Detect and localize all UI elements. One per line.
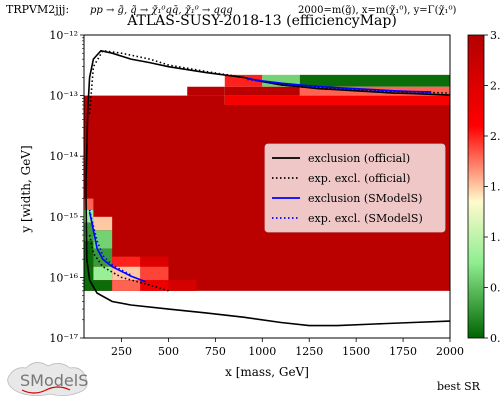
- heatmap-cell: [299, 74, 450, 87]
- legend-label: exp. excl. (official): [308, 172, 410, 185]
- colorbar: 0. 0. 1. 1. 2. 2. 3.: [467, 29, 500, 345]
- x-axis-ticks: 250 500 750 1000 1250 1500 1750 2000: [111, 338, 464, 358]
- x-tick-label: 1250: [295, 345, 323, 358]
- logo-text: SModelS: [20, 371, 88, 390]
- legend-label: exp. excl. (SModelS): [308, 212, 423, 225]
- heatmap-cell: [168, 280, 197, 291]
- heatmap-cell: [112, 280, 141, 291]
- heatmap-cell: [84, 95, 225, 105]
- heatmap-cell: [224, 95, 450, 105]
- mass-info-label: 2000=m(g̃), x=m(χ̃₁⁰), y=Γ(χ̃₁⁰): [298, 5, 457, 16]
- colorbar-tick-label: 2.: [490, 80, 500, 93]
- colorbar-ticks: 0. 0. 1. 1. 2. 2. 3.: [484, 29, 500, 345]
- y-axis-ticks: 10⁻¹⁷ 10⁻¹⁶ 10⁻¹⁵ 10⁻¹⁴ 10⁻¹³ 10⁻¹²: [49, 29, 84, 345]
- heatmap-cell: [224, 86, 300, 96]
- heatmap-cell: [84, 209, 94, 223]
- colorbar-tick-label: 0.: [490, 282, 500, 295]
- y-axis-label: y [width, GeV]: [19, 145, 33, 233]
- logo-red-swoosh: [21, 386, 71, 394]
- heatmap-cell: [84, 222, 94, 241]
- colorbar-tick-label: 1.: [490, 181, 500, 194]
- official-expected-exclusion-line: [88, 234, 169, 292]
- colorbar-tick-label: 3.: [490, 29, 500, 42]
- y-tick-label: 10⁻¹⁷: [49, 332, 78, 345]
- smodels-logo: SModelS: [7, 362, 88, 396]
- official-expected-exclusion-line: [88, 49, 451, 114]
- legend-label: exclusion (official): [308, 152, 410, 165]
- logo-cloud-shape: [7, 362, 88, 396]
- x-tick-label: 500: [158, 345, 179, 358]
- heatmap-cell: [140, 266, 169, 281]
- y-tick-label: 10⁻¹⁶: [49, 271, 78, 284]
- heatmap-cell: [187, 86, 225, 96]
- heatmap-cell: [262, 74, 300, 87]
- smodels-expected-exclusion-line: [247, 78, 432, 94]
- colorbar-tick-label: 0.: [490, 332, 500, 345]
- x-axis-label: x [mass, GeV]: [225, 365, 309, 379]
- exclusion-lines: [85, 49, 451, 327]
- heatmap-cell: [93, 216, 113, 231]
- legend: exclusion (official) exp. excl. (official…: [264, 143, 446, 233]
- heatmap-cell: [93, 266, 113, 281]
- x-tick-label: 750: [205, 345, 226, 358]
- x-tick-label: 1750: [389, 345, 417, 358]
- y-tick-label: 10⁻¹⁵: [49, 211, 78, 224]
- heatmap-cell: [140, 256, 169, 267]
- colorbar-tick-label: 2.: [490, 130, 500, 143]
- heatmap-cell: [84, 198, 94, 210]
- x-tick-label: 1000: [248, 345, 276, 358]
- heatmap-cell: [84, 240, 94, 267]
- heatmap-cell: [224, 74, 263, 87]
- topology-label: TRPVM2jjj:: [6, 3, 69, 16]
- smodels-expected-exclusion-line: [88, 209, 132, 276]
- x-tick-label: 2000: [436, 345, 464, 358]
- chart-title: ATLAS-SUSY-2018-13 (efficiencyMap): [126, 13, 397, 29]
- heatmap-cell: [93, 280, 113, 291]
- official-exclusion-line: [85, 187, 451, 327]
- smodels-exclusion-line: [88, 211, 147, 283]
- heatmap-cell: [112, 256, 141, 267]
- colorbar-tick-label: 1.: [490, 231, 500, 244]
- best-sr-label: best SR: [437, 380, 481, 393]
- y-tick-label: 10⁻¹⁴: [49, 150, 78, 163]
- legend-box: [264, 143, 446, 233]
- x-tick-label: 250: [111, 345, 132, 358]
- heatmap-cell: [140, 280, 169, 291]
- process-label: pp → g̃, q̃ → χ̃₁⁰qq̄, χ̃₁⁰ → qqq: [90, 5, 233, 16]
- y-tick-label: 10⁻¹³: [49, 90, 78, 103]
- y-tick-label: 10⁻¹²: [49, 29, 78, 42]
- heatmap-cell: [93, 230, 113, 249]
- x-tick-label: 1500: [342, 345, 370, 358]
- plot-frame: [83, 34, 451, 339]
- colorbar-gradient: [467, 34, 485, 339]
- legend-label: exclusion (SModelS): [308, 192, 422, 205]
